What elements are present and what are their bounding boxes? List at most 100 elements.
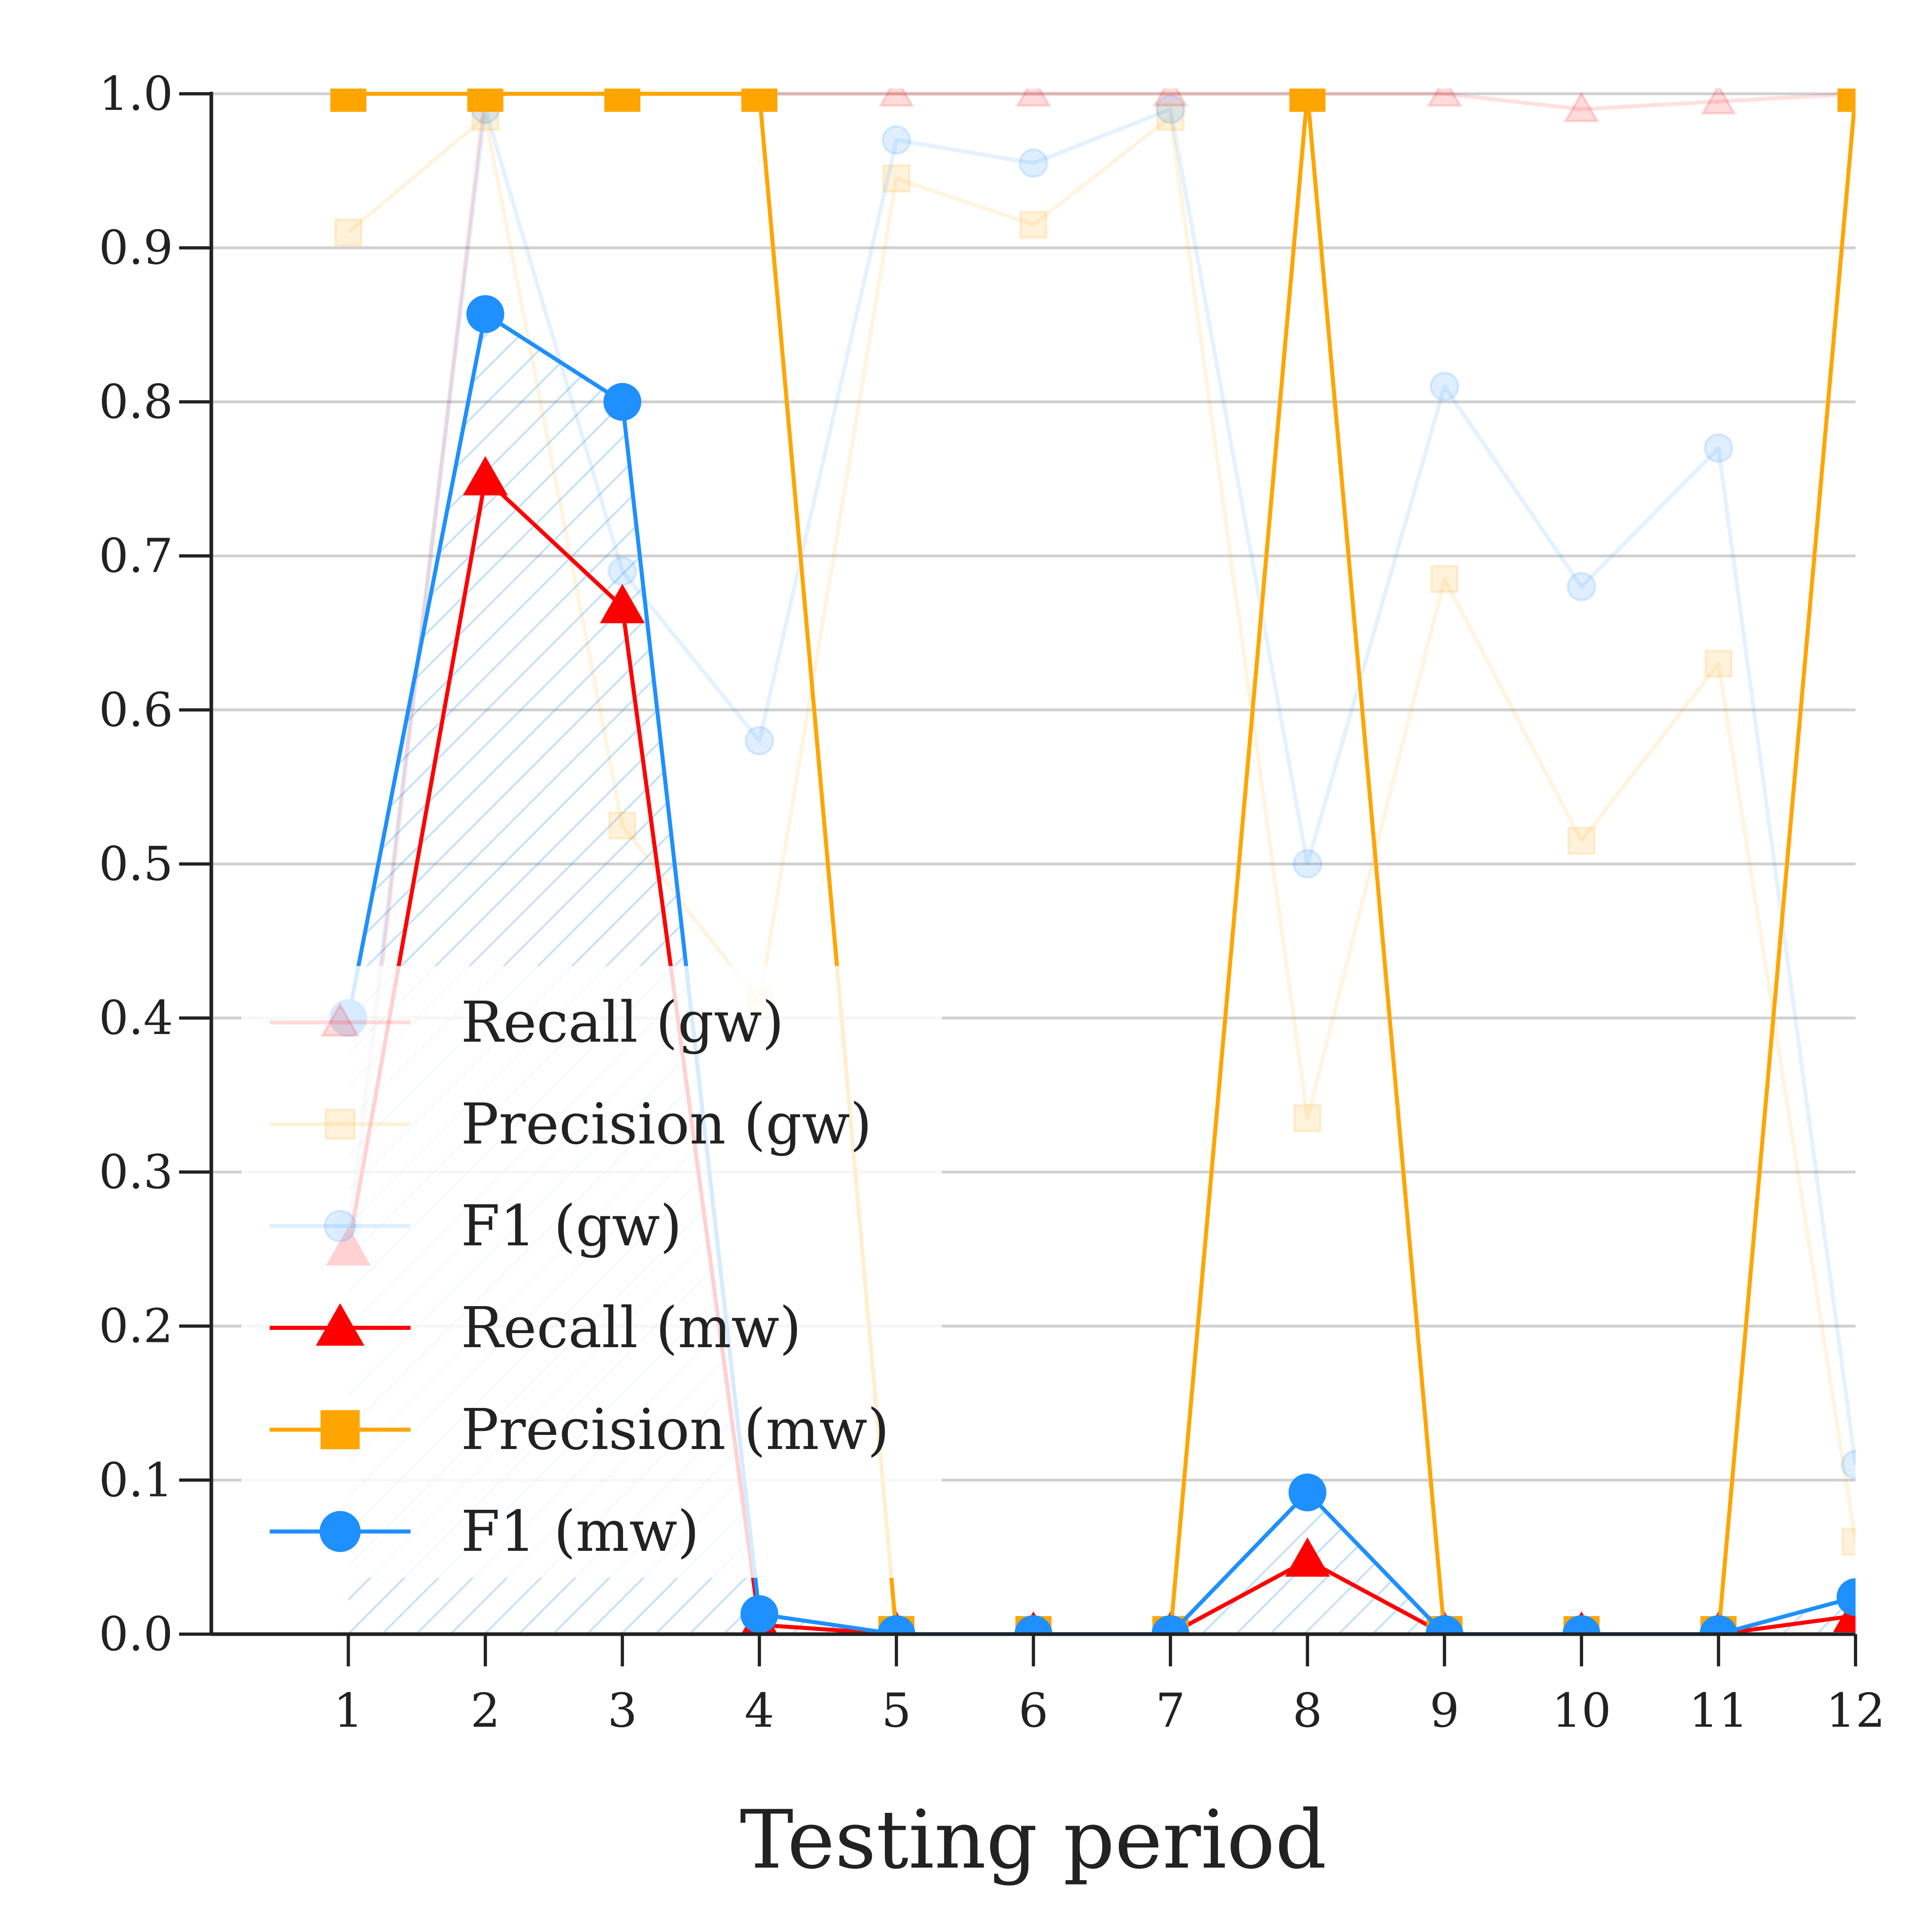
series-precision-gw (334, 103, 1856, 1556)
series-line-f1-gw (346, 107, 1856, 1465)
data-point-precision-mw (1289, 89, 1326, 112)
y-tick-label: 0.3 (99, 1145, 173, 1199)
data-point-precision-gw (1156, 103, 1185, 131)
legend-background (242, 966, 942, 1578)
data-point-f1-mw (877, 1615, 916, 1634)
data-point-recall-mw (600, 584, 645, 623)
data-point-precision-mw (604, 89, 641, 112)
data-point-f1-gw (607, 556, 638, 586)
data-point-f1-gw (1841, 1450, 1856, 1480)
legend-entry-f1-mw: F1 (mw) (270, 1499, 700, 1565)
data-point-recall-gw (878, 89, 914, 107)
legend-swatch-marker (324, 1210, 357, 1243)
data-point-f1-gw (1155, 94, 1185, 124)
axes (179, 92, 1857, 1666)
legend: Recall (gw) Precision (gw) F1 (gw) Recall (… (242, 966, 942, 1578)
x-tick-label: 4 (745, 1684, 774, 1738)
legend-entry-recall-mw: Recall (mw) (270, 1295, 801, 1361)
data-point-f1-mw (1837, 1578, 1856, 1616)
x-tick-label: 9 (1430, 1684, 1459, 1738)
data-point-precision-gw (1567, 826, 1596, 855)
data-point-f1-mw (1014, 1615, 1053, 1634)
data-point-precision-gw (608, 811, 637, 840)
data-point-precision-gw (882, 164, 911, 193)
x-tick-label: 10 (1552, 1684, 1611, 1738)
data-point-precision-mw (1837, 89, 1856, 112)
data-point-f1-gw (1567, 572, 1597, 602)
series-line-f1-mw (346, 312, 1856, 1634)
data-point-f1-gw (881, 125, 912, 155)
data-point-precision-mw (330, 89, 367, 112)
data-point-precision-mw (741, 89, 778, 112)
y-tick-label: 0.9 (99, 221, 173, 275)
legend-entry-precision-gw: Precision (gw) (270, 1092, 872, 1157)
x-tick-label: 2 (471, 1684, 500, 1738)
series-line-precision-mw (348, 92, 1856, 1634)
series-line-precision-gw (347, 115, 1856, 1542)
y-tick-label: 1.0 (99, 67, 173, 121)
data-point-f1-mw (1699, 1615, 1738, 1634)
data-point-f1-mw (1151, 1615, 1189, 1634)
x-axis-title: Testing period (740, 1793, 1327, 1887)
data-point-f1-mw (603, 383, 642, 421)
legend-swatch-marker (324, 1108, 356, 1140)
data-point-precision-gw (334, 218, 363, 247)
legend-label: F1 (mw) (461, 1499, 700, 1565)
x-tick-label: 5 (881, 1684, 911, 1738)
data-point-f1-gw (1018, 148, 1049, 178)
data-point-f1-gw (1292, 849, 1323, 879)
legend-label: F1 (gw) (461, 1193, 682, 1259)
legend-swatch-marker (320, 1410, 360, 1449)
data-point-precision-gw (1430, 565, 1459, 593)
x-tick-label: 6 (1019, 1684, 1049, 1738)
legend-label: Precision (mw) (461, 1397, 890, 1463)
data-point-f1-mw (1288, 1473, 1327, 1511)
data-point-f1-gw (1703, 433, 1734, 463)
legend-entry-f1-gw: F1 (gw) (270, 1193, 682, 1259)
data-point-precision-gw (1841, 1527, 1856, 1556)
legend-entry-precision-mw: Precision (mw) (270, 1397, 890, 1463)
y-tick-label: 0.8 (99, 375, 173, 429)
y-tick-label: 0.2 (99, 1299, 173, 1354)
data-point-recall-mw (1285, 1537, 1330, 1577)
data-point-precision-gw (1293, 1104, 1322, 1133)
series-f1-mw (329, 295, 1856, 1634)
tick-labels: 0.00.10.20.30.40.50.60.70.80.91.01 2 3 4 5 6 7… (99, 67, 1885, 1738)
data-point-f1-gw (1429, 372, 1459, 402)
data-point-f1-mw (1563, 1615, 1601, 1634)
y-tick-label: 0.6 (99, 683, 173, 737)
y-tick-label: 0.7 (99, 529, 173, 583)
series-line-recall-mw (346, 477, 1856, 1634)
data-point-recall-gw (1563, 91, 1600, 122)
data-point-recall-mw (463, 456, 508, 495)
data-point-f1-mw (466, 295, 504, 333)
x-tick-label: 7 (1156, 1684, 1185, 1738)
data-point-recall-gw (1152, 89, 1189, 107)
data-point-f1-mw (1425, 1615, 1463, 1634)
y-tick-label: 0.1 (99, 1453, 173, 1507)
legend-label: Recall (mw) (461, 1295, 801, 1361)
x-tick-label: 11 (1689, 1684, 1748, 1738)
data-point-precision-gw (1704, 649, 1733, 678)
x-tick-label: 12 (1826, 1684, 1885, 1738)
data-point-recall-gw (1701, 89, 1736, 115)
x-tick-label: 1 (334, 1684, 363, 1738)
data-point-precision-mw (467, 89, 504, 112)
x-tick-label: 8 (1292, 1684, 1322, 1738)
x-tick-label: 3 (607, 1684, 637, 1738)
y-tick-label: 0.0 (99, 1607, 173, 1662)
data-point-precision-gw (1019, 210, 1048, 239)
legend-swatch-marker (320, 1511, 361, 1552)
legend-label: Precision (gw) (461, 1092, 872, 1157)
legend-swatch-marker (320, 1002, 360, 1037)
data-point-recall-gw (1426, 89, 1463, 107)
legend-entry-recall-gw: Recall (gw) (270, 990, 784, 1055)
data-point-recall-gw (1016, 89, 1051, 107)
legend-label: Recall (gw) (461, 990, 784, 1055)
y-tick-label: 0.5 (99, 837, 173, 892)
legend-swatch-marker (316, 1303, 365, 1346)
y-tick-label: 0.4 (99, 991, 173, 1045)
data-point-f1-mw (740, 1595, 778, 1633)
data-point-f1-gw (744, 726, 774, 756)
